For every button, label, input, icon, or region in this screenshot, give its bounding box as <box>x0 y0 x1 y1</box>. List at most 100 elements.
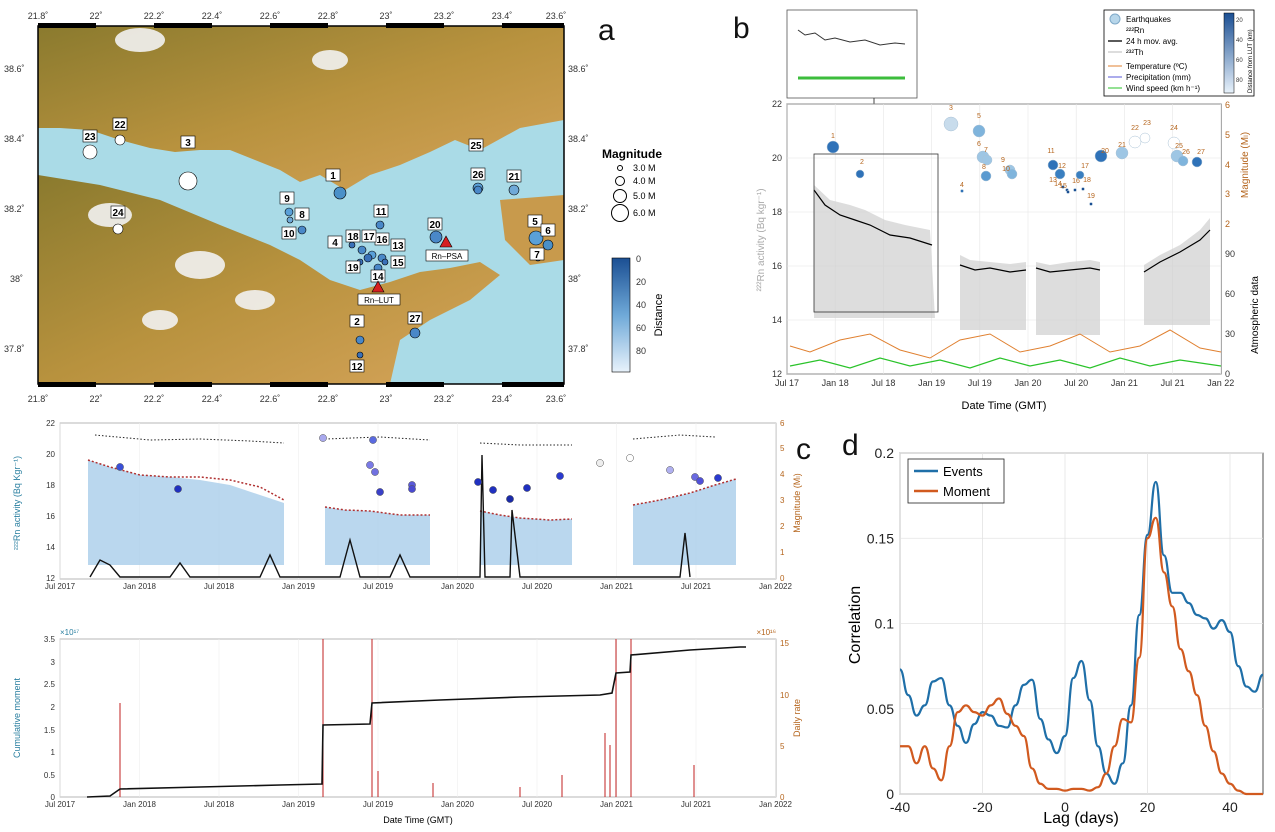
colorbar-tick: 20 <box>636 277 646 287</box>
map-event-circle <box>375 220 385 230</box>
b-event-marker <box>826 140 840 154</box>
c-event-dot <box>696 477 704 485</box>
c-bot-exp-left: ×10¹⁷ <box>60 628 79 637</box>
map-event-circle <box>355 335 365 345</box>
b-ylabel-atm: Atmospheric data <box>1250 276 1261 354</box>
c-top-right-tick: 6 <box>780 419 785 428</box>
legend-rn: ²²²Rn <box>1126 26 1144 35</box>
c-bot-right-tick: 0 <box>780 793 785 802</box>
colorbar-title: Distance <box>653 294 665 337</box>
lon-tick: 23.4˚ <box>492 11 513 21</box>
map-event-label: 20 <box>429 220 441 231</box>
d-x-tick: -40 <box>890 799 910 815</box>
b-mag-tick: 2 <box>1225 219 1230 229</box>
legend-earthquakes-marker <box>1109 13 1121 25</box>
lat-tick: 38˚ <box>10 274 23 284</box>
legend-cbar-tick: 60 <box>1236 58 1243 64</box>
c-x-tick: Jan 2019 <box>282 582 315 591</box>
c-top-ylabel-right: Magnitude (Mₗ) <box>792 473 802 533</box>
map-event-label: 12 <box>351 362 363 373</box>
map-event-label-box <box>390 238 406 252</box>
d-y-tick: 0.2 <box>875 445 895 461</box>
legend-cbar-tick: 80 <box>1236 78 1243 84</box>
map-event-label-box <box>82 129 98 143</box>
c-bot-left-tick: 0.5 <box>44 771 56 780</box>
b-event-marker <box>1115 146 1129 160</box>
c-top-left-tick: 18 <box>46 481 55 490</box>
lon-tick: 23.2˚ <box>434 394 455 404</box>
b-event-label: 19 <box>1087 193 1095 200</box>
c-event-dot <box>506 495 514 503</box>
c-x-tick: Jul 2021 <box>681 800 712 809</box>
d-ylabel: Correlation <box>847 586 864 664</box>
c-event-dot <box>691 473 699 481</box>
lat-tick: 37.8˚ <box>568 344 589 354</box>
b-mag-tick: 6 <box>1225 100 1230 110</box>
c-event-rate-line <box>89 454 691 578</box>
map-event-label: 18 <box>347 232 359 243</box>
c-top-left-tick: 20 <box>46 450 55 459</box>
d-y-tick: 0.05 <box>867 701 894 717</box>
b-x-tick: Jul 19 <box>968 378 992 388</box>
d-x-tick: 40 <box>1222 799 1238 815</box>
c-event-dot <box>319 434 327 442</box>
b-event-marker <box>1128 135 1142 149</box>
panel-label-d: d <box>842 429 859 462</box>
b-event-label: 9 <box>1001 157 1005 164</box>
b-event-marker <box>1191 156 1203 168</box>
station-lut-marker <box>371 280 385 293</box>
map-event-circle <box>528 230 544 246</box>
b-event-marker <box>981 154 993 166</box>
map-event-label-box <box>112 117 128 131</box>
map-event-circle <box>114 134 126 146</box>
d-x-tick: 0 <box>1061 799 1069 815</box>
b-event-label: 15 <box>1059 183 1067 190</box>
map-event-label-box <box>529 247 545 261</box>
lon-tick: 22.6˚ <box>260 11 281 21</box>
map-event-label: 6 <box>545 226 551 237</box>
b-atm-tick: 30 <box>1225 329 1235 339</box>
c-bot-exp-right: ×10¹⁶ <box>756 628 776 637</box>
map-event-circle <box>112 223 124 235</box>
lon-tick: 23.6˚ <box>546 394 567 404</box>
b-x-tick: Jan 20 <box>1014 378 1041 388</box>
b-event-label: 17 <box>1081 163 1089 170</box>
c-top-left-tick: 16 <box>46 512 55 521</box>
map-event-label: 22 <box>114 120 126 131</box>
b-xlabel: Date Time (GMT) <box>962 400 1047 412</box>
map-event-label: 17 <box>363 232 375 243</box>
magnitude-legend-label: 3.0 M <box>633 163 656 173</box>
b-event-label: 21 <box>1118 142 1126 149</box>
magnitude-legend-title: Magnitude <box>602 147 662 161</box>
c-bottom-plot-area <box>59 638 777 798</box>
c-x-tick: Jan 2020 <box>441 582 474 591</box>
d-y-tick: 0.15 <box>867 530 894 546</box>
b-event-label: 18 <box>1083 177 1091 184</box>
station-psa-marker <box>439 235 453 248</box>
map-event-label: 9 <box>284 194 290 205</box>
b-event-marker <box>1094 149 1108 163</box>
d-x-tick: -20 <box>972 799 992 815</box>
b-event-marker <box>1081 187 1085 191</box>
station-psa-label: Rn–PSA <box>432 252 463 261</box>
legend-distance-colorbar <box>1223 12 1235 94</box>
b-event-label: 26 <box>1182 149 1190 156</box>
wind-line <box>789 357 1222 369</box>
inset-rn-line <box>797 29 906 46</box>
b-event-marker <box>943 116 959 132</box>
map-event-circle <box>178 171 198 191</box>
b-event-marker <box>1139 132 1151 144</box>
b-event-label: 10 <box>1002 166 1010 173</box>
map-event-circle <box>297 225 307 235</box>
b-event-marker <box>972 124 986 138</box>
lon-tick: 22˚ <box>89 11 102 21</box>
map-figure: 21.8˚ 22˚ 22.2˚ 22.4˚ 22.6˚ 22.8˚ 23˚ 23… <box>4 11 665 404</box>
c-event-dot <box>371 468 379 476</box>
map-event-label: 23 <box>84 132 96 143</box>
b-x-tick: Jan 18 <box>822 378 849 388</box>
panel-label-a: a <box>598 14 615 47</box>
lon-tick: 22˚ <box>89 394 102 404</box>
magnitude-legend-3 <box>617 165 623 171</box>
map-event-circle <box>356 351 364 359</box>
panel-a-map: 21.8˚ 22˚ 22.2˚ 22.4˚ 22.6˚ 22.8˚ 23˚ 23… <box>0 0 700 410</box>
